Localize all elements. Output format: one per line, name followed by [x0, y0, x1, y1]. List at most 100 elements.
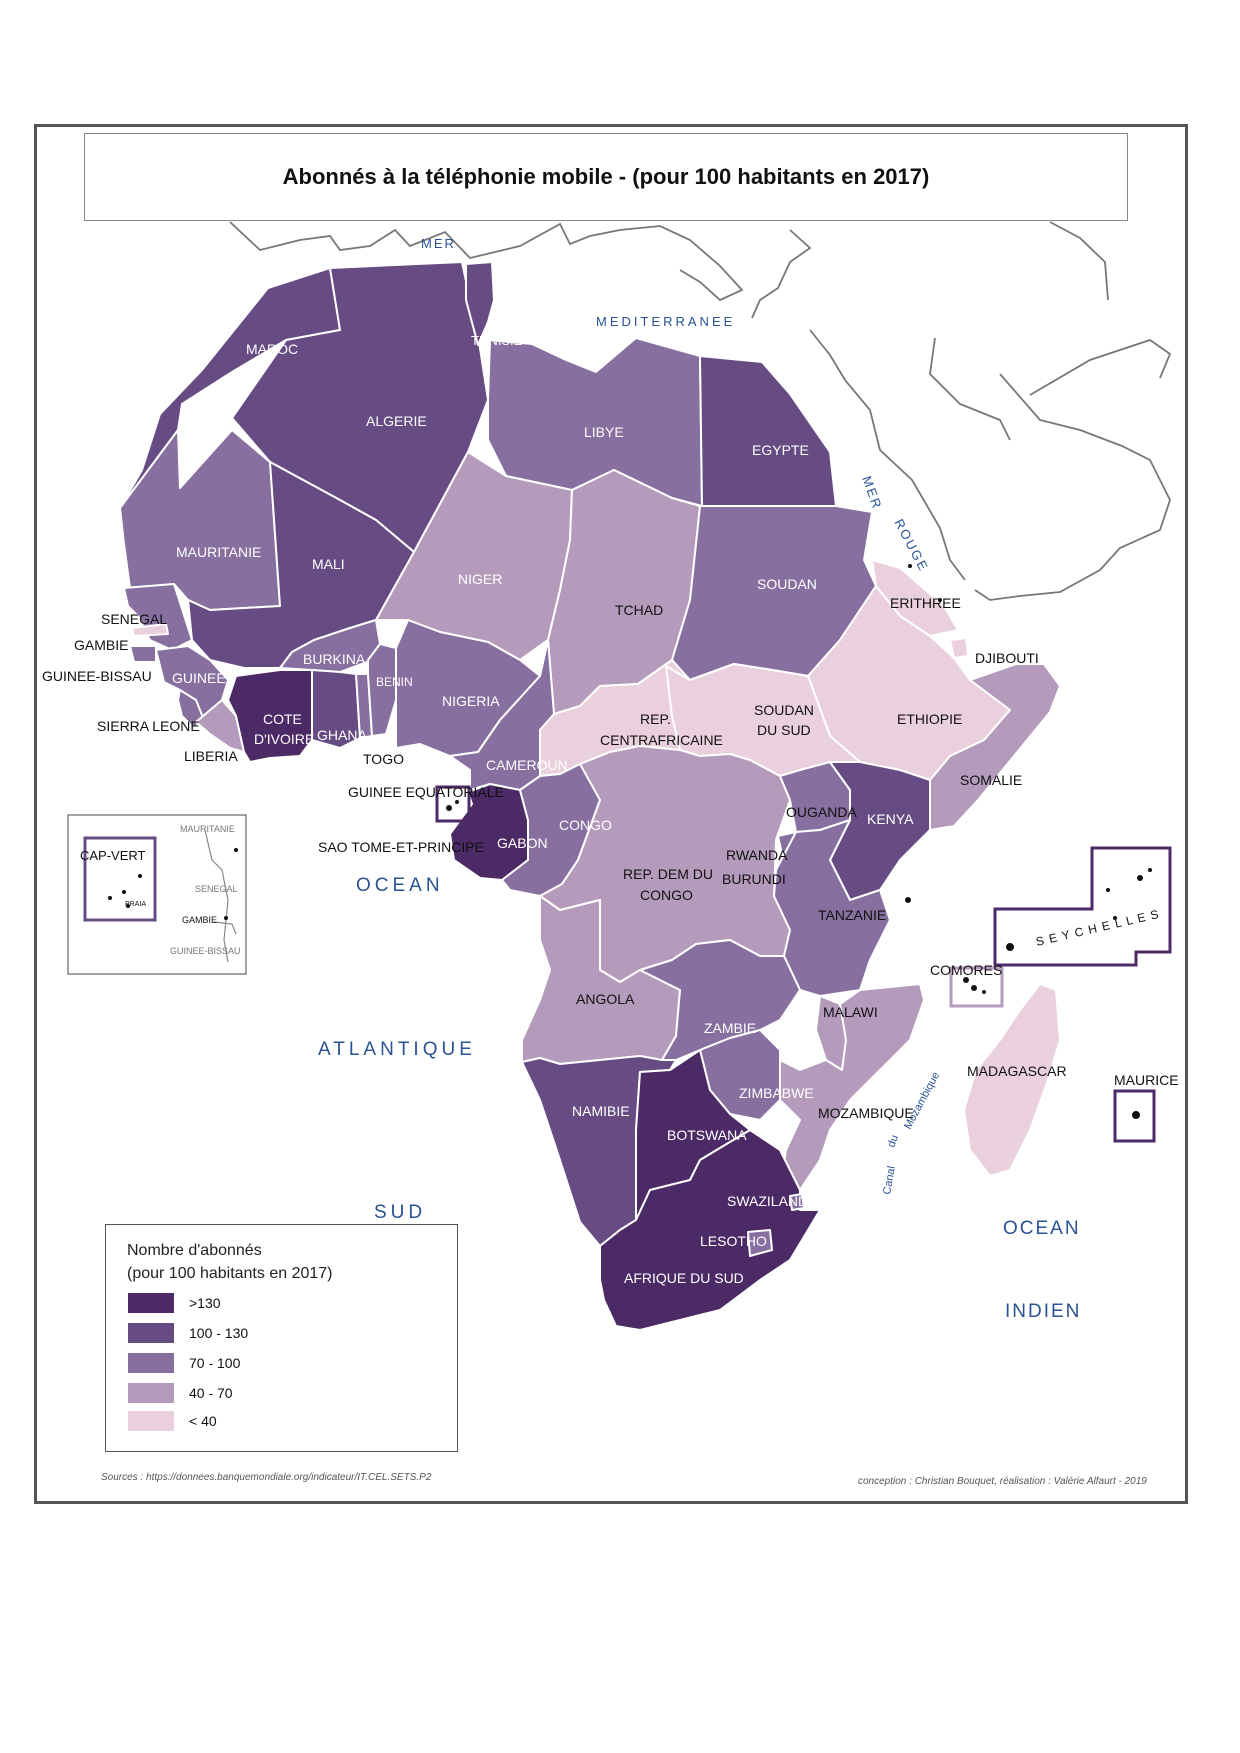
country-guinee-bissau — [129, 645, 157, 663]
country-tunisie — [465, 261, 495, 346]
country-swaziland — [789, 1193, 805, 1211]
label-senegal: SENEGAL — [101, 611, 167, 627]
label-gabon: GABON — [497, 835, 548, 851]
label-guinee-bissau: GUINEE-BISSAU — [42, 668, 152, 684]
label-benin: BENIN — [376, 675, 413, 689]
label-rca-1: REP. — [640, 711, 671, 727]
legend-label: 100 - 130 — [189, 1325, 249, 1341]
inset-cap-vert-box — [83, 836, 157, 922]
legend-label: < 40 — [189, 1413, 217, 1429]
label-mozambique: MOZAMBIQUE — [818, 1105, 914, 1121]
sea-label-ocean-ind: OCEAN — [1003, 1218, 1081, 1239]
label-lesotho: LESOTHO — [700, 1233, 767, 1249]
island-dots — [446, 564, 1152, 1119]
country-lesotho — [747, 1229, 773, 1257]
label-cote-divoire-2: D'IVOIRE — [254, 731, 314, 747]
surrounding-coastlines — [229, 221, 1172, 601]
label-maroc: MAROC — [246, 341, 298, 357]
inset-cap-vert: CAP-VERT PRAIA MAURITANIE SENEGAL GAMBIE… — [67, 814, 247, 975]
legend-item: 70 - 100 — [128, 1353, 240, 1373]
label-ethiopie: ETHIOPIE — [897, 711, 962, 727]
legend-swatch — [128, 1411, 174, 1431]
country-somalie — [929, 663, 1061, 831]
label-ghana: GHANA — [317, 727, 367, 743]
label-afrique-sud: AFRIQUE DU SUD — [624, 1270, 744, 1286]
label-rdc-2: CONGO — [640, 887, 693, 903]
inset-label-senegal: SENEGAL — [195, 884, 238, 894]
label-zambie: ZAMBIE — [704, 1020, 756, 1036]
label-guinee-eq: GUINEE EQUATORIALE — [348, 784, 504, 800]
label-soudan: SOUDAN — [757, 576, 817, 592]
sea-label-atlantique: ATLANTIQUE — [318, 1039, 476, 1060]
legend-swatch — [128, 1353, 174, 1373]
inset-label-mauritanie: MAURITANIE — [180, 824, 235, 834]
legend-label: 70 - 100 — [189, 1355, 241, 1371]
country-shapes — [119, 261, 1061, 1331]
label-malawi: MALAWI — [823, 1004, 878, 1020]
label-congo: CONGO — [559, 817, 612, 833]
label-angola: ANGOLA — [576, 991, 635, 1007]
label-egypte: EGYPTE — [752, 442, 809, 458]
legend-label: 40 - 70 — [189, 1385, 233, 1401]
label-cameroun: CAMEROUN — [486, 757, 568, 773]
label-rca-2: CENTRAFRICAINE — [600, 732, 723, 748]
inset-label-guinee-bissau: GUINEE-BISSAU — [170, 946, 241, 956]
label-ouganda: OUGANDA — [786, 804, 857, 820]
legend: Nombre d'abonnés (pour 100 habitants en … — [105, 1224, 458, 1452]
label-stp: SAO TOME-ET-PRINCIPE — [318, 839, 484, 855]
label-tunisie: TUNISIE — [471, 333, 523, 348]
sea-label-ocean-atl: OCEAN — [356, 875, 444, 896]
legend-item: < 40 — [128, 1411, 217, 1431]
legend-label: >130 — [189, 1295, 221, 1311]
label-seychelles: S E Y C H E L L E S — [1035, 907, 1161, 949]
country-djibouti — [949, 637, 969, 659]
inset-label-praia: PRAIA — [125, 901, 146, 908]
sea-label-sud: SUD — [374, 1202, 426, 1223]
label-cote-divoire-1: COTE — [263, 711, 302, 727]
label-maurice: MAURICE — [1114, 1072, 1179, 1088]
label-mali: MALI — [312, 556, 345, 572]
label-rdc-1: REP. DEM DU — [623, 866, 713, 882]
island-boxes — [435, 785, 1172, 1143]
sources-note: Sources : https://donnees.banquemondiale… — [101, 1472, 432, 1483]
label-namibie: NAMIBIE — [572, 1103, 630, 1119]
title-box: Abonnés à la téléphonie mobile - (pour 1… — [84, 133, 1128, 221]
label-botswana: BOTSWANA — [667, 1127, 747, 1143]
legend-item: 100 - 130 — [128, 1323, 248, 1343]
stp-box — [435, 785, 471, 823]
country-egypte — [699, 355, 837, 507]
label-mauritanie: MAURITANIE — [176, 544, 261, 560]
label-burundi: BURUNDI — [722, 871, 786, 887]
label-swaziland: SWAZILAND — [727, 1193, 808, 1209]
country-benin — [367, 643, 397, 737]
country-labels: MAROC ALGERIE TUNISIE LIBYE EGYPTE MAURI… — [42, 333, 1179, 1286]
country-senegal — [123, 583, 193, 651]
label-kenya: KENYA — [867, 811, 914, 827]
country-madagascar — [963, 983, 1061, 1177]
label-gambie: GAMBIE — [74, 637, 128, 653]
label-burkina: BURKINA — [303, 651, 366, 667]
country-kenya — [829, 761, 931, 901]
country-sierra-leone — [177, 689, 205, 729]
label-madagascar: MADAGASCAR — [967, 1063, 1067, 1079]
label-algerie: ALGERIE — [366, 413, 427, 429]
label-zimbabwe: ZIMBABWE — [739, 1085, 814, 1101]
legend-item: 40 - 70 — [128, 1383, 233, 1403]
inset-label-gambie: GAMBIE — [182, 915, 217, 925]
legend-title-line2: (pour 100 habitants en 2017) — [127, 1265, 333, 1282]
label-rwanda: RWANDA — [726, 847, 788, 863]
label-nigeria: NIGERIA — [442, 693, 500, 709]
sea-label-canal: Canal — [881, 1165, 898, 1195]
sea-label-du: du — [886, 1133, 901, 1149]
legend-swatch — [128, 1293, 174, 1313]
label-erithree: ERITHREE — [890, 595, 961, 611]
label-tchad: TCHAD — [615, 602, 663, 618]
label-guinee: GUINEE — [172, 670, 226, 686]
legend-swatch — [128, 1383, 174, 1403]
label-libye: LIBYE — [584, 424, 624, 440]
label-somalie: SOMALIE — [960, 772, 1022, 788]
label-liberia: LIBERIA — [184, 748, 238, 764]
legend-item: >130 — [128, 1293, 221, 1313]
sea-label-mediterranee: MEDITERRANEE — [596, 314, 735, 329]
